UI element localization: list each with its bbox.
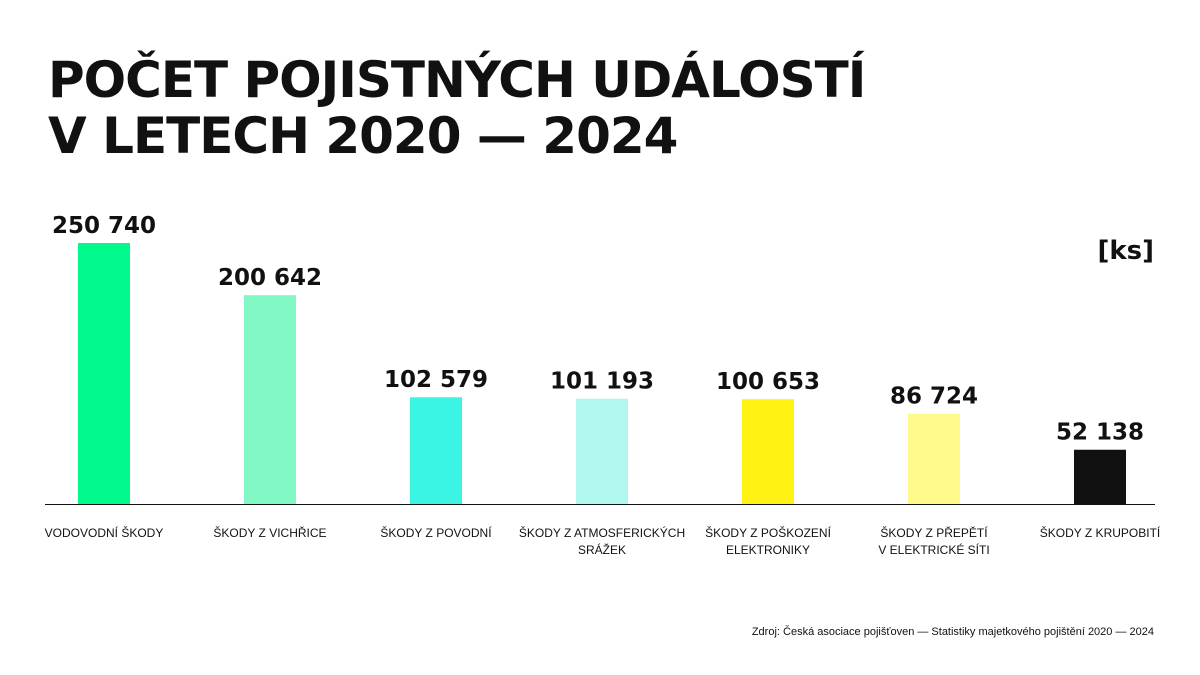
value-label-6: 86 724 bbox=[890, 384, 978, 410]
bar-5 bbox=[742, 399, 794, 504]
bar-2 bbox=[244, 295, 296, 504]
bar-1 bbox=[78, 243, 130, 504]
unit-label: [ks] bbox=[1097, 236, 1154, 266]
value-label-4: 101 193 bbox=[550, 369, 654, 395]
category-label-4-line-1: ŠKODY Z ATMOSFERICKÝCH bbox=[519, 525, 685, 540]
chart-title-line-1: POČET POJISTNÝCH UDÁLOSTÍ bbox=[48, 51, 866, 109]
category-label-4-line-2: SRÁŽEK bbox=[578, 542, 626, 557]
chart-title: POČET POJISTNÝCH UDÁLOSTÍ V LETECH 2020 … bbox=[48, 51, 866, 165]
value-label-7: 52 138 bbox=[1056, 420, 1144, 446]
chart-title-line-2: V LETECH 2020 — 2024 bbox=[48, 107, 678, 165]
bar-7 bbox=[1074, 449, 1126, 504]
category-label-5-line-2: ELEKTRONIKY bbox=[726, 543, 810, 557]
category-label-6-line-2: V ELEKTRICKÉ SÍTI bbox=[878, 542, 989, 557]
value-label-3: 102 579 bbox=[384, 367, 488, 393]
bar-3 bbox=[410, 397, 462, 504]
value-label-2: 200 642 bbox=[218, 265, 322, 291]
category-label-1: VODOVODNÍ ŠKODY bbox=[45, 525, 164, 540]
category-label-7: ŠKODY Z KRUPOBITÍ bbox=[1040, 525, 1161, 540]
value-label-1: 250 740 bbox=[52, 213, 156, 239]
category-label-3: ŠKODY Z POVODNÍ bbox=[380, 525, 492, 540]
category-label-6-line-1: ŠKODY Z PŘEPĚTÍ bbox=[880, 525, 988, 540]
value-label-5: 100 653 bbox=[716, 369, 820, 395]
category-label-2: ŠKODY Z VICHŘICE bbox=[213, 525, 326, 540]
category-label-5-line-1: ŠKODY Z POŠKOZENÍ bbox=[705, 525, 831, 540]
source-note: Zdroj: Česká asociace pojišťoven — Stati… bbox=[751, 626, 1154, 638]
bar-chart: 250 740 VODOVODNÍ ŠKODY 200 642 ŠKODY Z VIC… bbox=[45, 213, 1161, 557]
bar-4 bbox=[576, 398, 628, 504]
bar-6 bbox=[908, 413, 960, 504]
